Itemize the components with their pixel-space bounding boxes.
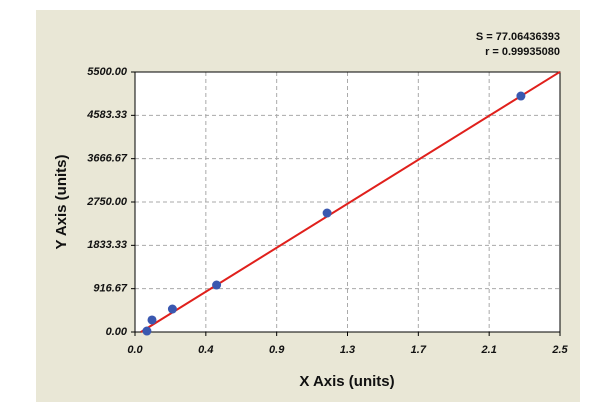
y-tick-label: 916.67 — [93, 283, 128, 295]
data-point — [167, 304, 177, 314]
y-axis-title: Y Axis (units) — [53, 154, 70, 249]
y-tick-label: 4583.33 — [86, 109, 127, 121]
y-tick-label: 1833.33 — [87, 239, 127, 251]
x-tick-label: 2.1 — [481, 344, 497, 356]
x-tick-label: 0.4 — [198, 344, 213, 356]
x-tick-label: 2.5 — [551, 344, 568, 356]
data-point — [516, 91, 526, 101]
data-point — [322, 208, 332, 218]
y-tick-label: 0.00 — [106, 326, 128, 338]
x-axis-title: X Axis (units) — [299, 373, 394, 390]
data-point — [212, 280, 222, 290]
y-tick-label: 2750.00 — [86, 196, 128, 208]
x-tick-label: 1.7 — [411, 344, 427, 356]
fit-line — [140, 70, 561, 333]
y-tick-label: 3666.67 — [87, 153, 128, 165]
annotation: S = 77.06436393 — [476, 31, 560, 43]
plot-border — [134, 71, 561, 333]
x-tick-label: 1.3 — [340, 344, 355, 356]
annotation: r = 0.99935080 — [485, 46, 560, 58]
data-point — [142, 326, 152, 336]
data-point — [147, 315, 157, 325]
x-tick-label: 0.9 — [269, 344, 285, 356]
y-tick-label: 5500.00 — [87, 66, 128, 78]
x-tick-label: 0.0 — [127, 344, 143, 356]
